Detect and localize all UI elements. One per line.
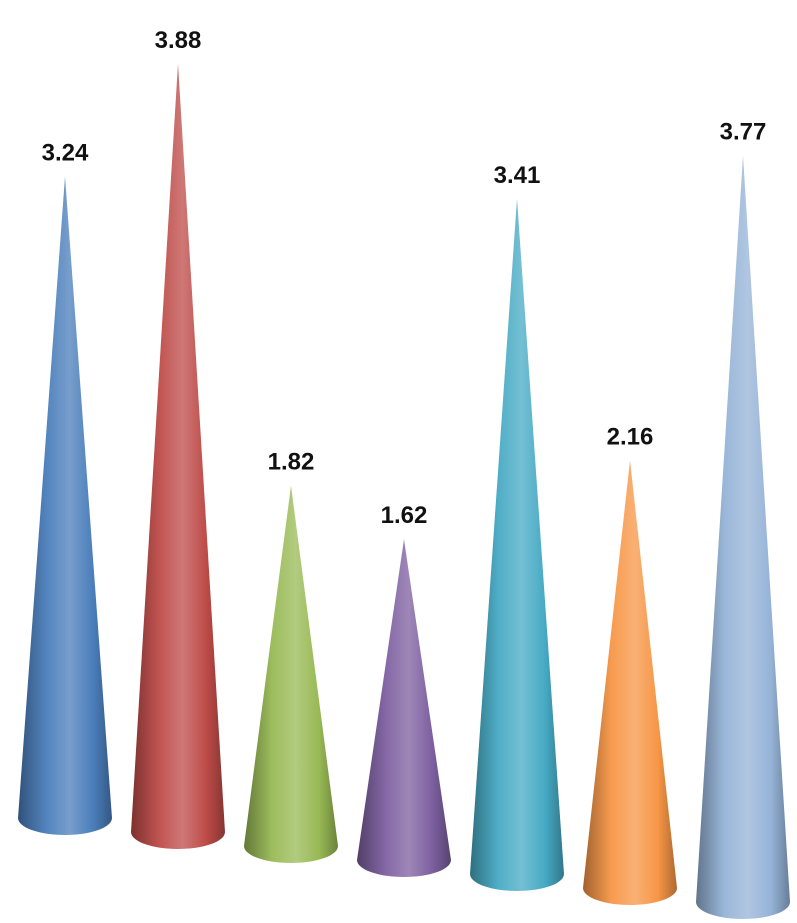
- data-label-2: 3.88: [155, 27, 202, 54]
- cone-2: [131, 63, 225, 849]
- cone-1: [18, 176, 112, 836]
- cone-3: [244, 485, 338, 863]
- data-label-3: 1.82: [268, 449, 315, 476]
- data-label-7: 3.77: [720, 119, 767, 146]
- cone-4: [357, 539, 451, 877]
- data-label-4: 1.62: [381, 502, 428, 529]
- cone-6: [583, 460, 677, 905]
- cone-5: [470, 198, 564, 891]
- data-label-1: 3.24: [42, 139, 89, 166]
- cone-series: [18, 63, 790, 920]
- data-labels: 3.24 3.88 1.82 1.62 3.41 2.16 3.77: [42, 27, 767, 529]
- cone-7: [696, 155, 790, 920]
- data-label-5: 3.41: [494, 162, 541, 189]
- data-label-6: 2.16: [607, 423, 654, 450]
